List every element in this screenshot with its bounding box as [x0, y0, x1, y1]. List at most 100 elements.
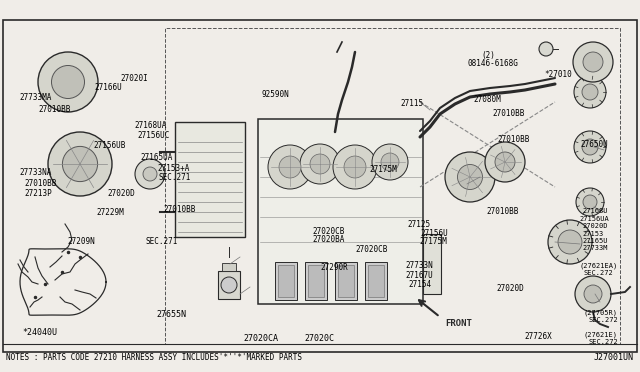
Circle shape	[495, 152, 515, 172]
Text: 27168UA: 27168UA	[134, 121, 167, 130]
Circle shape	[573, 42, 613, 82]
Text: 27733N: 27733N	[406, 262, 433, 270]
Text: 27733MA: 27733MA	[19, 93, 52, 102]
Text: 27010BB: 27010BB	[486, 207, 519, 216]
Text: (27621E): (27621E)	[584, 331, 618, 338]
Circle shape	[333, 145, 377, 189]
Text: *27010: *27010	[544, 70, 572, 79]
Text: SEC.272: SEC.272	[589, 317, 618, 323]
Bar	[338, 265, 354, 297]
Text: 27156U: 27156U	[420, 229, 448, 238]
Text: (27621EA): (27621EA)	[580, 263, 618, 269]
Text: 27080M: 27080M	[474, 95, 501, 104]
Circle shape	[135, 159, 165, 189]
Circle shape	[583, 52, 603, 72]
Text: SEC.271: SEC.271	[159, 173, 191, 182]
Text: 27020D: 27020D	[582, 223, 608, 229]
Text: 27010BB: 27010BB	[164, 205, 196, 214]
Bar	[423, 234, 441, 294]
Circle shape	[576, 188, 604, 216]
Bar	[368, 265, 384, 297]
Bar	[275, 262, 297, 300]
Circle shape	[582, 139, 598, 155]
Text: 27209N: 27209N	[67, 237, 95, 246]
Text: 27156UA: 27156UA	[579, 216, 609, 222]
Text: 27166U: 27166U	[95, 83, 122, 92]
Text: 27154: 27154	[408, 280, 431, 289]
Circle shape	[539, 42, 553, 56]
Text: 27020D: 27020D	[496, 284, 524, 293]
Text: 27153: 27153	[582, 231, 604, 237]
Text: 27156UC: 27156UC	[138, 131, 170, 140]
Circle shape	[458, 164, 483, 189]
Circle shape	[344, 156, 366, 178]
Text: 27020CB: 27020CB	[312, 227, 345, 236]
Text: SEC.272: SEC.272	[584, 270, 613, 276]
Text: 27733NA: 27733NA	[19, 168, 52, 177]
Text: 27655N: 27655N	[157, 310, 187, 319]
Circle shape	[143, 167, 157, 181]
Text: SEC.272: SEC.272	[589, 339, 618, 345]
Text: 27020BA: 27020BA	[312, 235, 345, 244]
Circle shape	[300, 144, 340, 184]
Text: 27175M: 27175M	[370, 165, 397, 174]
Text: SEC.271: SEC.271	[146, 237, 179, 246]
Text: (27705R): (27705R)	[584, 309, 618, 316]
Circle shape	[584, 285, 602, 303]
Text: J27001UN: J27001UN	[594, 353, 634, 362]
Bar	[218, 271, 240, 299]
Text: 92590N: 92590N	[261, 90, 289, 99]
Bar	[258, 119, 423, 304]
Circle shape	[574, 76, 606, 108]
Text: 27168U: 27168U	[582, 208, 608, 214]
Text: 27175M: 27175M	[419, 237, 447, 246]
Circle shape	[310, 154, 330, 174]
Circle shape	[558, 230, 582, 254]
Text: 27229M: 27229M	[96, 208, 124, 217]
Text: 27010BB: 27010BB	[493, 109, 525, 118]
Bar	[308, 265, 324, 297]
Text: 27125: 27125	[408, 220, 431, 229]
Circle shape	[548, 220, 592, 264]
Circle shape	[63, 147, 97, 182]
Circle shape	[279, 156, 301, 178]
Circle shape	[485, 142, 525, 182]
Text: 27020C: 27020C	[304, 334, 334, 343]
Circle shape	[51, 65, 84, 99]
Bar	[278, 265, 294, 297]
Text: 27726X: 27726X	[525, 332, 552, 341]
Bar	[175, 122, 245, 237]
Text: 27213P: 27213P	[24, 189, 52, 198]
Circle shape	[268, 145, 312, 189]
Text: 27020CA: 27020CA	[243, 334, 278, 343]
Bar	[222, 263, 236, 271]
Bar	[335, 262, 357, 300]
Bar	[3, 20, 637, 352]
Text: FRONT: FRONT	[445, 319, 472, 328]
Text: 27156UB: 27156UB	[93, 141, 126, 150]
Text: 27153+A: 27153+A	[157, 164, 190, 173]
Circle shape	[445, 152, 495, 202]
Text: (2): (2)	[481, 51, 495, 60]
Circle shape	[38, 52, 98, 112]
Text: 27733M: 27733M	[582, 246, 608, 251]
Text: NOTES : PARTS CODE 27210 HARNESS ASSY INCLUDES'*''*'MARKED PARTS: NOTES : PARTS CODE 27210 HARNESS ASSY IN…	[6, 353, 302, 362]
Text: 27290R: 27290R	[320, 263, 348, 272]
Circle shape	[575, 276, 611, 312]
Circle shape	[381, 153, 399, 171]
Bar	[365, 262, 387, 300]
Circle shape	[221, 277, 237, 293]
Circle shape	[372, 144, 408, 180]
Text: 27650U: 27650U	[580, 140, 608, 149]
Text: 27115: 27115	[401, 99, 424, 108]
Circle shape	[583, 195, 597, 209]
Text: 27165UA: 27165UA	[141, 153, 173, 162]
Text: 27010BB: 27010BB	[498, 135, 531, 144]
Text: 27020I: 27020I	[120, 74, 148, 83]
Text: 27010BB: 27010BB	[24, 179, 57, 187]
Circle shape	[48, 132, 112, 196]
Bar	[305, 262, 327, 300]
Text: *24040U: *24040U	[22, 328, 58, 337]
Text: 27165U: 27165U	[582, 238, 608, 244]
Bar	[165, 28, 620, 344]
